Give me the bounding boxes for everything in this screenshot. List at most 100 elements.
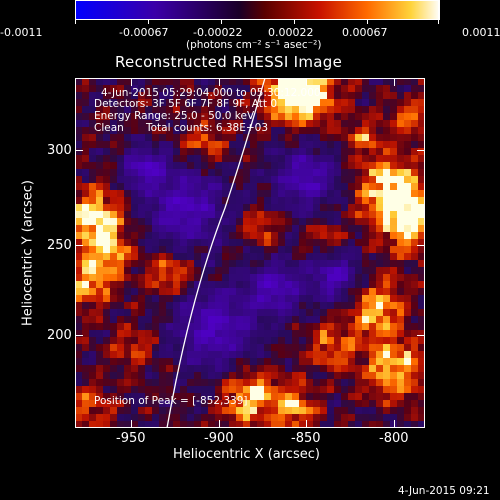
image-pixel: [138, 190, 146, 198]
image-pixel: [117, 127, 125, 135]
image-pixel: [145, 85, 153, 93]
image-pixel: [411, 232, 419, 240]
image-pixel: [243, 344, 251, 352]
image-pixel: [152, 225, 160, 233]
image-pixel: [404, 176, 412, 184]
image-pixel: [327, 218, 335, 226]
image-pixel: [292, 344, 300, 352]
image-pixel: [271, 372, 279, 380]
image-pixel: [138, 183, 146, 191]
image-pixel: [390, 225, 398, 233]
image-pixel: [362, 232, 370, 240]
image-pixel: [306, 218, 314, 226]
image-pixel: [404, 337, 412, 345]
image-pixel: [117, 295, 125, 303]
image-pixel: [89, 85, 97, 93]
image-pixel: [124, 176, 132, 184]
colorbar-unit-label: (photons cm⁻² s⁻¹ asec⁻²): [186, 39, 322, 51]
image-pixel: [411, 246, 419, 254]
image-pixel: [327, 274, 335, 282]
image-pixel: [89, 281, 97, 289]
image-pixel: [208, 281, 216, 289]
image-pixel: [208, 246, 216, 254]
image-pixel: [320, 225, 328, 233]
image-pixel: [166, 393, 174, 401]
image-pixel: [194, 337, 202, 345]
image-pixel: [243, 232, 251, 240]
image-pixel: [404, 141, 412, 149]
image-pixel: [306, 120, 314, 128]
colorbar-tick-label: 0.00022: [268, 26, 314, 39]
image-pixel: [138, 99, 146, 107]
image-pixel: [243, 372, 251, 380]
image-pixel: [96, 372, 104, 380]
image-pixel: [264, 211, 272, 219]
image-pixel: [320, 120, 328, 128]
image-pixel: [236, 204, 244, 212]
image-pixel: [131, 260, 139, 268]
image-pixel: [82, 337, 90, 345]
image-pixel: [201, 134, 209, 142]
image-pixel: [292, 148, 300, 156]
image-pixel: [404, 127, 412, 135]
image-pixel: [257, 274, 265, 282]
image-pixel: [278, 351, 286, 359]
image-pixel: [159, 211, 167, 219]
image-pixel: [131, 421, 139, 428]
image-pixel: [278, 246, 286, 254]
image-pixel: [383, 120, 391, 128]
image-pixel: [376, 148, 384, 156]
image-pixel: [355, 106, 363, 114]
image-pixel: [187, 344, 195, 352]
image-pixel: [355, 176, 363, 184]
image-pixel: [397, 232, 405, 240]
image-pixel: [264, 323, 272, 331]
image-pixel: [292, 134, 300, 142]
image-pixel: [201, 386, 209, 394]
image-pixel: [96, 85, 104, 93]
image-pixel: [285, 134, 293, 142]
image-pixel: [418, 309, 425, 317]
image-pixel: [131, 302, 139, 310]
image-pixel: [264, 148, 272, 156]
image-pixel: [159, 85, 167, 93]
image-pixel: [229, 127, 237, 135]
image-pixel: [236, 197, 244, 205]
image-pixel: [89, 288, 97, 296]
image-pixel: [124, 330, 132, 338]
image-pixel: [313, 323, 321, 331]
image-pixel: [229, 323, 237, 331]
image-pixel: [201, 78, 209, 86]
image-pixel: [355, 365, 363, 373]
image-pixel: [306, 358, 314, 366]
image-pixel: [124, 127, 132, 135]
image-pixel: [362, 239, 370, 247]
image-pixel: [229, 197, 237, 205]
image-pixel: [383, 400, 391, 408]
image-pixel: [292, 78, 300, 86]
y-axis-tick: [417, 335, 425, 336]
image-pixel: [124, 302, 132, 310]
image-pixel: [82, 239, 90, 247]
image-pixel: [362, 176, 370, 184]
image-pixel: [264, 225, 272, 233]
image-pixel: [327, 288, 335, 296]
image-pixel: [222, 309, 230, 317]
image-pixel: [194, 134, 202, 142]
image-pixel: [376, 386, 384, 394]
image-pixel: [145, 162, 153, 170]
image-pixel: [180, 295, 188, 303]
image-pixel: [131, 134, 139, 142]
image-pixel: [89, 400, 97, 408]
image-pixel: [369, 155, 377, 163]
image-pixel: [103, 155, 111, 163]
image-pixel: [376, 302, 384, 310]
image-pixel: [383, 85, 391, 93]
image-pixel: [222, 218, 230, 226]
image-pixel: [201, 239, 209, 247]
image-pixel: [397, 92, 405, 100]
image-pixel: [194, 148, 202, 156]
image-pixel: [236, 85, 244, 93]
image-pixel: [320, 330, 328, 338]
image-pixel: [152, 183, 160, 191]
